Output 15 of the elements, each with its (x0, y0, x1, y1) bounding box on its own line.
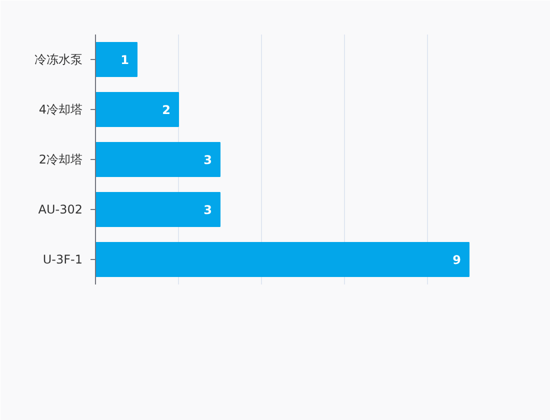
data-label: 3 (204, 203, 212, 217)
y-tick-label: 2冷却塔 (38, 152, 83, 166)
bar (96, 142, 220, 177)
data-label: 2 (162, 103, 171, 117)
bar (96, 242, 470, 277)
y-tick-label: U-3F-1 (42, 252, 83, 266)
y-tick-label: 冷冻水泵 (34, 52, 82, 66)
data-label: 9 (452, 253, 462, 267)
bar (96, 92, 179, 127)
data-label: 1 (120, 53, 130, 67)
bar (96, 192, 220, 227)
bar (96, 42, 138, 77)
data-label: 3 (204, 153, 212, 167)
y-tick-label: 4冷却塔 (38, 102, 83, 116)
y-tick-label: AU-302 (38, 202, 83, 216)
